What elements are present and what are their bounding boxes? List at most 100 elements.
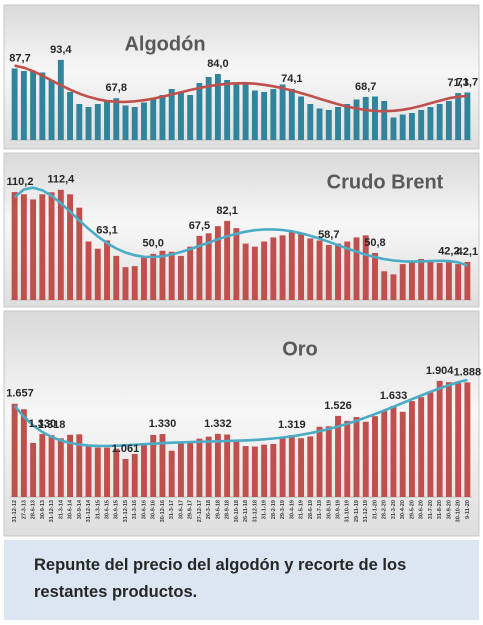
bar	[390, 405, 397, 497]
data-label: 42,2	[438, 246, 459, 258]
bar	[150, 434, 157, 497]
data-label: 1.318	[38, 419, 66, 431]
data-label: 1.319	[278, 419, 306, 431]
bar	[261, 92, 268, 140]
x-tick-label: 26-3-18	[206, 500, 212, 519]
bar	[270, 237, 277, 300]
x-tick-label: 30-6-14	[68, 499, 74, 519]
bar	[94, 447, 101, 497]
bar	[224, 220, 231, 300]
bar	[76, 207, 83, 300]
bar	[408, 401, 415, 497]
bar	[150, 253, 157, 300]
bar	[131, 266, 138, 300]
bar	[113, 255, 120, 300]
bar	[436, 263, 443, 300]
x-tick-label: 29-6-18	[215, 500, 221, 519]
x-tick-label: 31-1-19	[262, 500, 268, 519]
bar	[233, 441, 240, 497]
panel-background	[3, 310, 480, 537]
bar	[196, 438, 203, 497]
x-tick-label: 31-3-15	[95, 500, 101, 519]
caption: Repunte del precio del algodón y recorte…	[4, 540, 479, 620]
panel-background	[3, 4, 480, 150]
bar	[39, 434, 46, 497]
bar	[279, 84, 286, 140]
bar	[30, 199, 37, 300]
bar	[279, 438, 286, 497]
x-tick-label: 30-12-16	[160, 500, 166, 522]
bar	[196, 235, 203, 300]
bar	[168, 89, 175, 140]
bar	[187, 246, 194, 300]
bar	[353, 99, 360, 140]
x-tick-label: 30-8-19	[326, 500, 332, 519]
x-tick-label: 31-5-19	[299, 500, 305, 519]
bar	[159, 434, 166, 497]
bar	[159, 95, 166, 140]
trend-line	[13, 378, 468, 448]
bar	[325, 110, 332, 140]
x-tick-label: 30-6-15	[105, 500, 111, 519]
bar	[418, 397, 425, 497]
x-tick-label: 29-9-17	[188, 500, 194, 519]
bar	[261, 444, 268, 497]
data-label: 42,1	[457, 246, 478, 258]
bar	[362, 421, 369, 497]
data-label: 87,7	[9, 52, 30, 64]
bar	[279, 235, 286, 300]
data-label: 110,2	[7, 176, 34, 188]
bar	[455, 383, 462, 497]
bar	[85, 445, 92, 497]
bar	[242, 84, 249, 140]
bar	[464, 261, 471, 300]
bar	[251, 246, 258, 300]
bar	[30, 71, 37, 140]
data-label: 1.526	[324, 400, 352, 412]
bar	[67, 194, 74, 300]
bar	[113, 448, 120, 497]
bar	[464, 382, 471, 497]
x-tick-label: 30-9-20	[446, 500, 452, 519]
x-tick-label: 29-5-20	[409, 500, 415, 519]
bar	[48, 435, 55, 497]
x-tick-label: 31-10-19	[345, 500, 351, 522]
bar	[390, 117, 397, 140]
bar	[344, 420, 351, 497]
bar	[205, 233, 212, 300]
x-tick-label: 9-11-20	[465, 500, 471, 519]
bar	[104, 447, 110, 497]
x-tick-label: 30-10-18	[234, 500, 240, 522]
bar	[251, 446, 258, 497]
x-tick-label: 31-12-19	[363, 500, 369, 522]
bar	[445, 101, 452, 140]
bar	[362, 96, 369, 140]
data-label: 1.332	[204, 418, 232, 430]
x-tick-label: 31-8-20	[437, 500, 443, 519]
chart-title: Crudo Brent	[327, 171, 444, 193]
bar	[177, 441, 184, 497]
bar	[177, 255, 184, 300]
data-label: 93,4	[50, 44, 72, 56]
bar	[76, 104, 83, 140]
x-tick-label: 30-9-19	[336, 500, 342, 519]
bar	[205, 77, 212, 140]
x-tick-label: 28-9-18	[225, 500, 231, 519]
x-tick-label: 31-3-16	[132, 500, 138, 519]
bar	[399, 411, 406, 497]
data-label: 71,7	[457, 76, 478, 88]
chart-title: Algodón	[124, 33, 205, 55]
bar	[316, 108, 323, 140]
bar	[372, 96, 378, 140]
bar	[177, 92, 184, 140]
bar	[316, 426, 323, 497]
bar	[122, 267, 129, 300]
data-label: 1.061	[112, 443, 140, 455]
bar	[214, 433, 221, 497]
bar	[325, 244, 332, 300]
x-tick-label: 27-3-13	[21, 500, 27, 519]
bar	[141, 102, 147, 140]
x-tick-label: 28-2-20	[382, 500, 388, 519]
bar	[159, 250, 166, 300]
bar	[224, 434, 231, 497]
